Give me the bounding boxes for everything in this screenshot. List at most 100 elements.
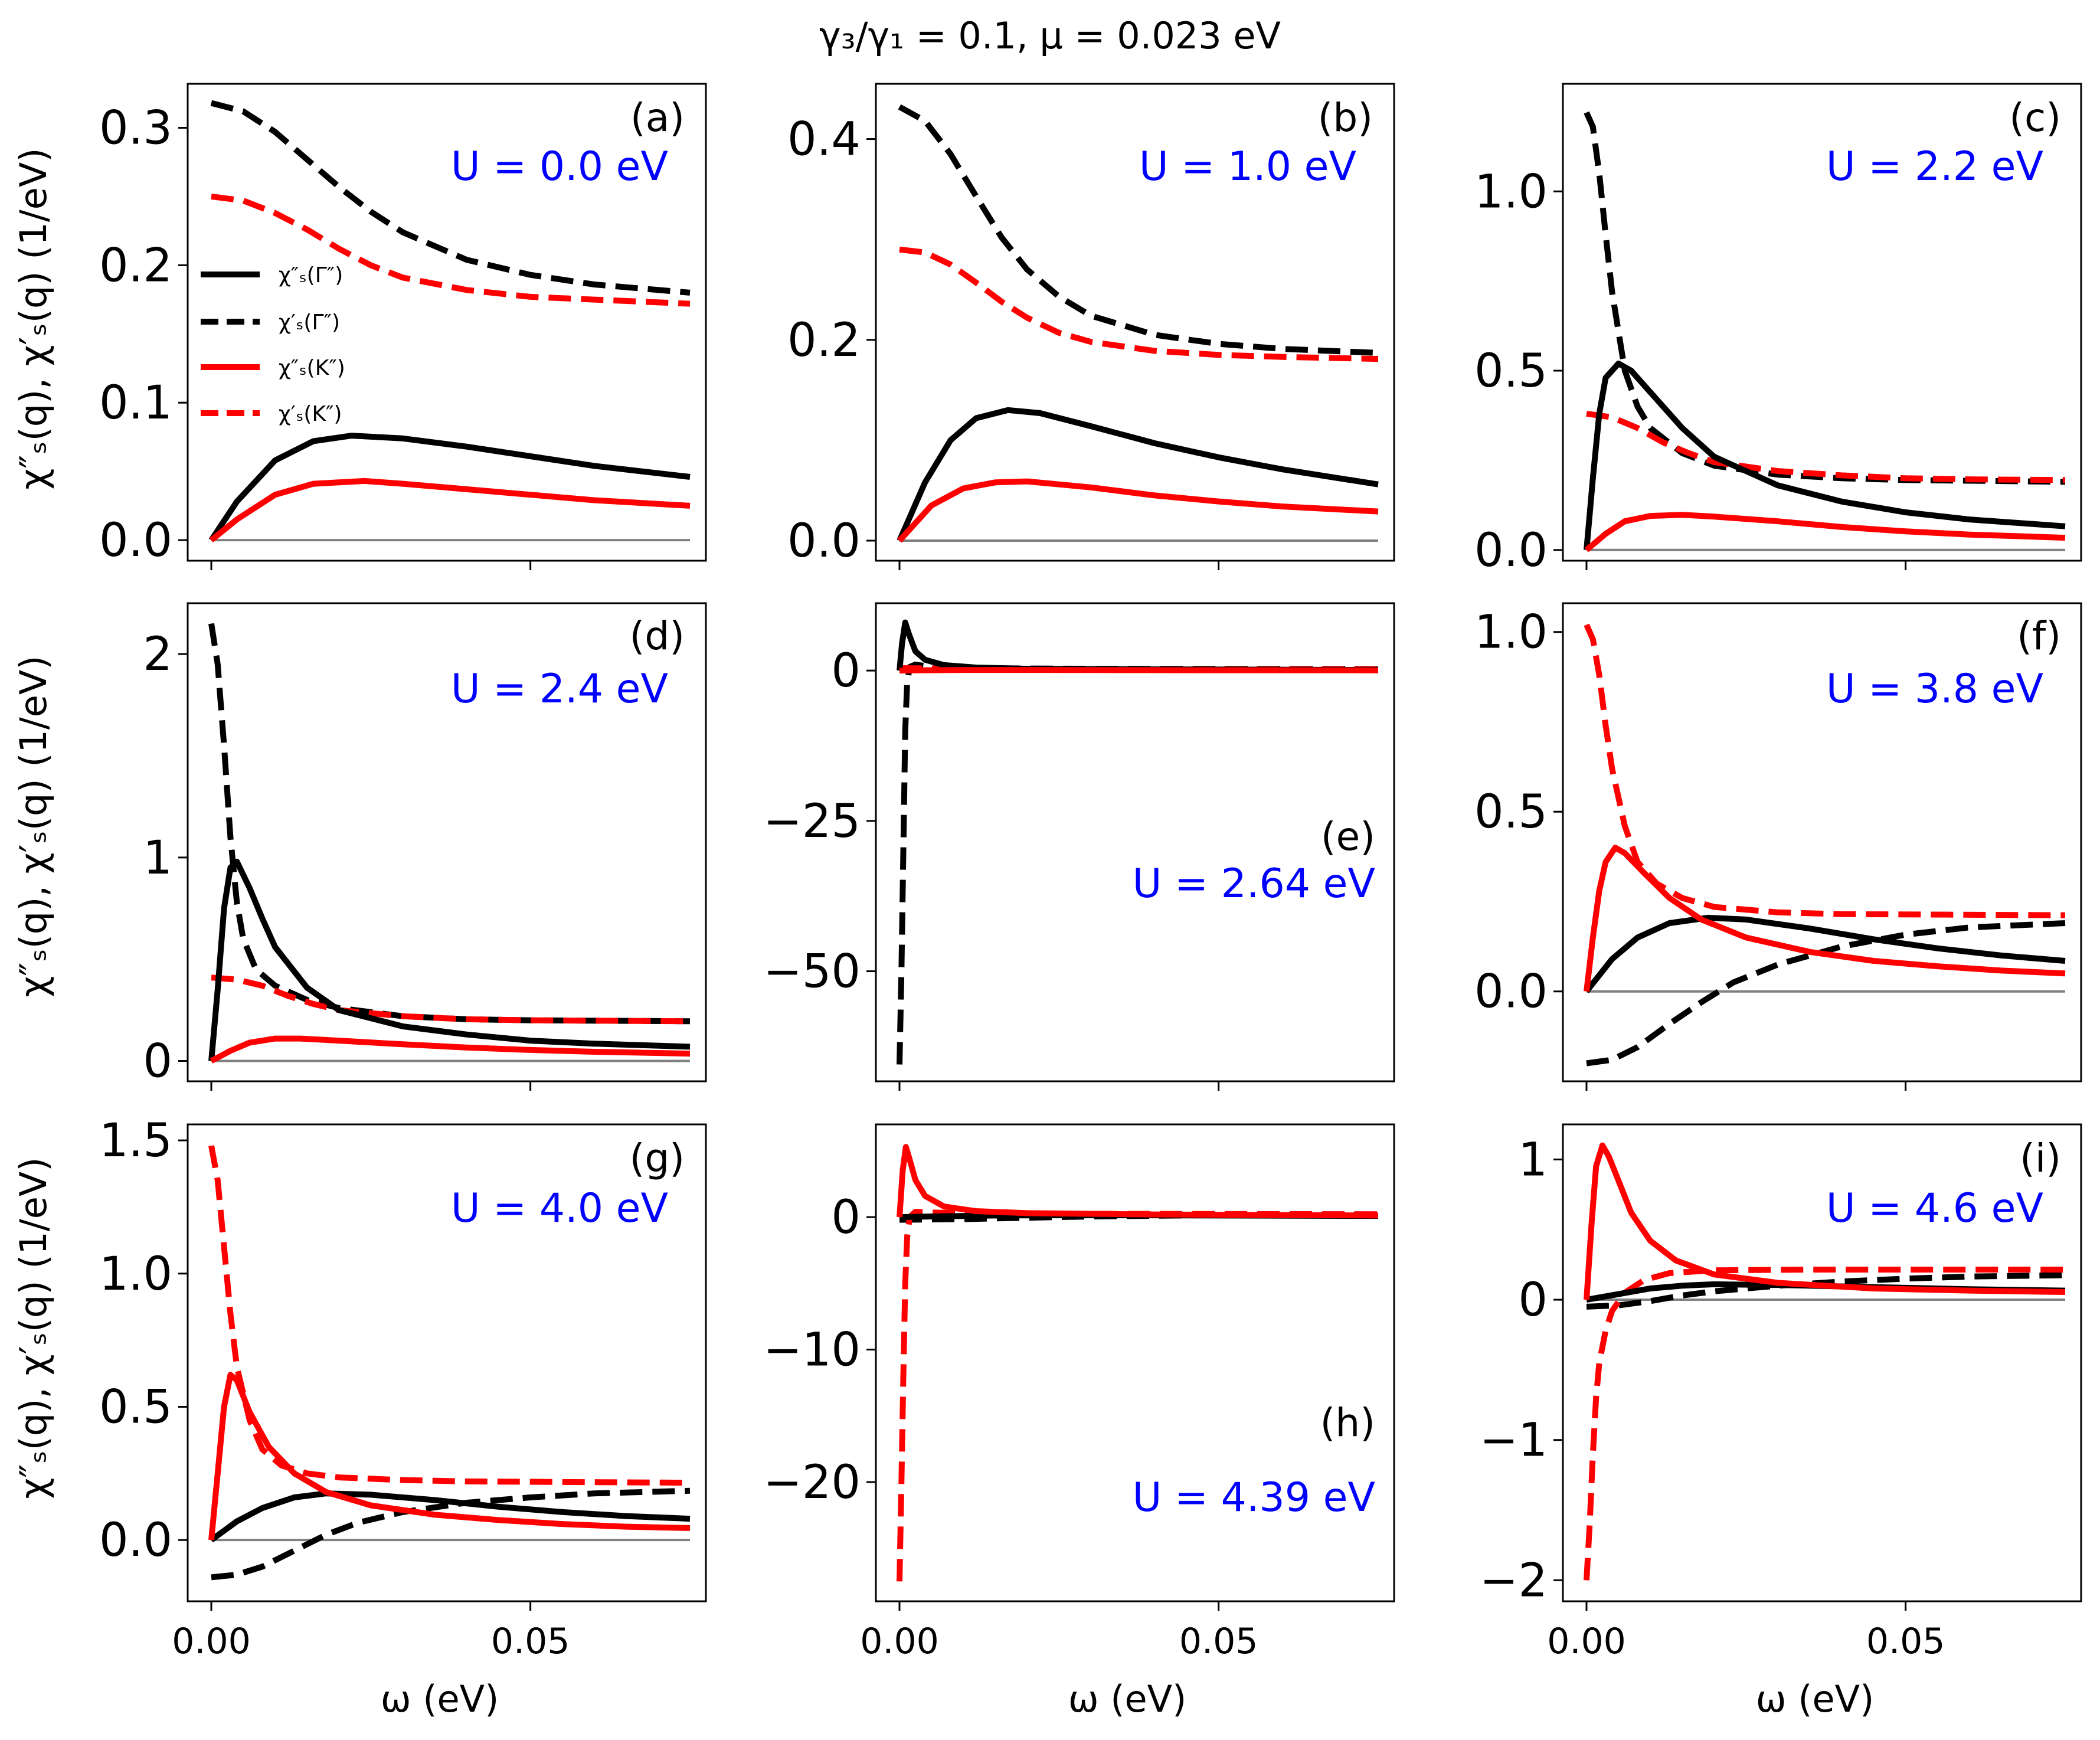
legend-entry-1: χ″ₛ(Γ″) — [201, 263, 343, 287]
xlabel-col-3: ω (eV) — [1756, 1677, 1875, 1721]
xtick-label-g-1: 0.05 — [491, 1621, 570, 1662]
legend-label-4: χ′ₛ(K″) — [279, 402, 342, 426]
ytick-label-f-2: 1.0 — [1474, 606, 1548, 659]
panel-h: 0 −10 −20 0.00 0.05 (h) U = 4.39 eV — [763, 1123, 1395, 1662]
xtick-label-i-0: 0.00 — [1547, 1621, 1626, 1662]
panel-g: 0.0 0.5 1.0 1.5 0.00 0.05 (g)U = 4.0 eV — [99, 1114, 707, 1662]
figure-suptitle: γ₃/γ₁ = 0.1, μ = 0.023 eV — [819, 14, 1281, 57]
series-line-c-3 — [1584, 512, 2066, 552]
xtick-label-g-0: 0.00 — [172, 1621, 251, 1662]
ytick-label-d-0: 0 — [143, 1035, 172, 1088]
series-line-a-4 — [211, 193, 691, 307]
ytick-label-h-1: −10 — [763, 1324, 861, 1377]
ytick-label-i-1: 0 — [1518, 1274, 1548, 1327]
ytick-label-a-1: 0.1 — [99, 377, 172, 430]
panel-label-f: (f) — [2017, 613, 2061, 659]
ytick-label-g-1: 0.5 — [99, 1381, 172, 1434]
legend-entry-3: χ″ₛ(K″) — [201, 356, 345, 380]
ytick-label-h-0: 0 — [831, 1191, 861, 1244]
xlabel-col-1: ω (eV) — [381, 1677, 499, 1721]
ylabel-row-3: χ″ₛ(q), χ′ₛ(q) (1/eV) — [12, 1157, 55, 1499]
panel-label-b: (b) — [1318, 95, 1373, 140]
ytick-label-f-0: 0.0 — [1474, 966, 1548, 1019]
xlabel-col-2: ω (eV) — [1068, 1677, 1187, 1721]
legend-label-3: χ″ₛ(K″) — [279, 356, 345, 380]
ytick-label-a-3: 0.3 — [99, 102, 172, 155]
panel-f: 0.0 0.5 1.0 (f) U = 3.8 eV — [1474, 602, 2082, 1091]
u-value-label-c: U = 2.2 eV — [1826, 143, 2043, 190]
ytick-label-g-3: 1.5 — [99, 1114, 172, 1167]
panel-i: 1 0 −1 −2 0.00 0.05 (i)U = 4.6 eV — [1480, 1123, 2082, 1662]
series-line-a-1 — [208, 433, 691, 542]
panel-c: 0.0 0.5 1.0 (c)U = 2.2 eV — [1474, 83, 2082, 577]
xtick-label-i-1: 0.05 — [1866, 1621, 1945, 1662]
legend-entry-2: χ′ₛ(Γ″) — [201, 310, 340, 335]
series-line-e-3 — [899, 667, 1379, 674]
u-value-label-e: U = 2.64 eV — [1133, 861, 1375, 907]
u-value-label-i: U = 4.6 eV — [1826, 1185, 2043, 1232]
u-value-label-b: U = 1.0 eV — [1139, 143, 1356, 190]
ytick-label-i-3: −2 — [1480, 1554, 1548, 1607]
panel-label-e: (e) — [1321, 814, 1375, 859]
ytick-label-c-2: 1.0 — [1474, 165, 1548, 218]
plot-frame-d — [187, 602, 707, 1082]
ytick-label-c-0: 0.0 — [1474, 524, 1548, 577]
series-line-d-3 — [210, 1035, 691, 1064]
series-line-c-2 — [1584, 111, 2066, 485]
series-line-g-3 — [208, 1372, 691, 1541]
plot-frame-f — [1562, 602, 2082, 1082]
plot-frame-b — [875, 83, 1395, 562]
ylabel-row-2: χ″ₛ(q), χ′ₛ(q) (1/eV) — [12, 656, 55, 997]
plot-frame-e — [875, 602, 1395, 1082]
ytick-label-e-1: −25 — [763, 795, 861, 848]
panel-e: 0 −25 −50 (e)U = 2.64 eV — [763, 602, 1395, 1091]
ytick-label-d-2: 2 — [143, 628, 172, 681]
series-line-g-4 — [208, 1145, 691, 1486]
ytick-label-e-2: −50 — [763, 946, 861, 999]
xtick-label-h-0: 0.00 — [860, 1621, 939, 1662]
plot-frame-g — [187, 1123, 707, 1602]
legend-label-2: χ′ₛ(Γ″) — [279, 310, 340, 335]
series-line-a-2 — [210, 100, 691, 296]
ytick-label-b-2: 0.4 — [787, 113, 861, 166]
plot-frame-i — [1562, 1123, 2082, 1602]
plot-frame-h — [875, 1123, 1395, 1602]
legend-entry-4: χ′ₛ(K″) — [201, 402, 342, 426]
panel-label-c: (c) — [2009, 95, 2061, 140]
series-line-b-4 — [899, 246, 1379, 362]
u-value-label-h: U = 4.39 eV — [1133, 1474, 1375, 1521]
series-line-f-1 — [1584, 914, 2066, 993]
xtick-label-h-1: 0.05 — [1179, 1621, 1258, 1662]
u-value-label-a: U = 0.0 eV — [451, 143, 668, 190]
ytick-label-h-2: −20 — [763, 1456, 861, 1509]
series-line-i-2 — [1586, 1272, 2066, 1310]
ylabel-row-1: χ″ₛ(q), χ′ₛ(q) (1/eV) — [12, 148, 55, 490]
panel-d: 0 1 2 (d) U = 2.4 eV — [143, 602, 707, 1091]
ytick-label-e-0: 0 — [831, 645, 861, 698]
series-line-d-2 — [208, 623, 691, 1025]
series-line-c-4 — [1586, 410, 2066, 483]
series-line-d-1 — [208, 858, 691, 1061]
series-line-h-3 — [897, 1144, 1379, 1219]
u-value-label-d: U = 2.4 eV — [451, 666, 668, 712]
panel-label-a: (a) — [630, 95, 685, 140]
ytick-label-a-2: 0.2 — [99, 239, 172, 292]
panel-label-d: (d) — [630, 613, 685, 659]
series-line-b-1 — [897, 407, 1379, 542]
ytick-label-i-2: −1 — [1480, 1414, 1548, 1467]
series-line-a-3 — [209, 477, 691, 542]
u-value-label-f: U = 3.8 eV — [1826, 666, 2043, 712]
series-line-f-3 — [1584, 845, 2066, 992]
panel-b: 0.0 0.2 0.4 (b)U = 1.0 eV — [787, 83, 1395, 570]
series-line-f-2 — [1586, 920, 2066, 1067]
ytick-label-f-1: 0.5 — [1474, 786, 1548, 839]
series-line-i-3 — [1584, 1142, 2066, 1300]
u-value-label-g: U = 4.0 eV — [451, 1185, 668, 1232]
panel-a: 0.0 0.1 0.2 0.3 (a)U = 0.0 eV — [99, 83, 707, 570]
legend: χ″ₛ(Γ″) χ′ₛ(Γ″) χ″ₛ(K″) χ′ₛ(K″) — [201, 263, 345, 426]
ytick-label-i-0: 1 — [1518, 1133, 1548, 1186]
series-line-d-4 — [211, 974, 691, 1025]
ytick-label-c-1: 0.5 — [1474, 345, 1548, 398]
ytick-label-g-2: 1.0 — [99, 1248, 172, 1301]
